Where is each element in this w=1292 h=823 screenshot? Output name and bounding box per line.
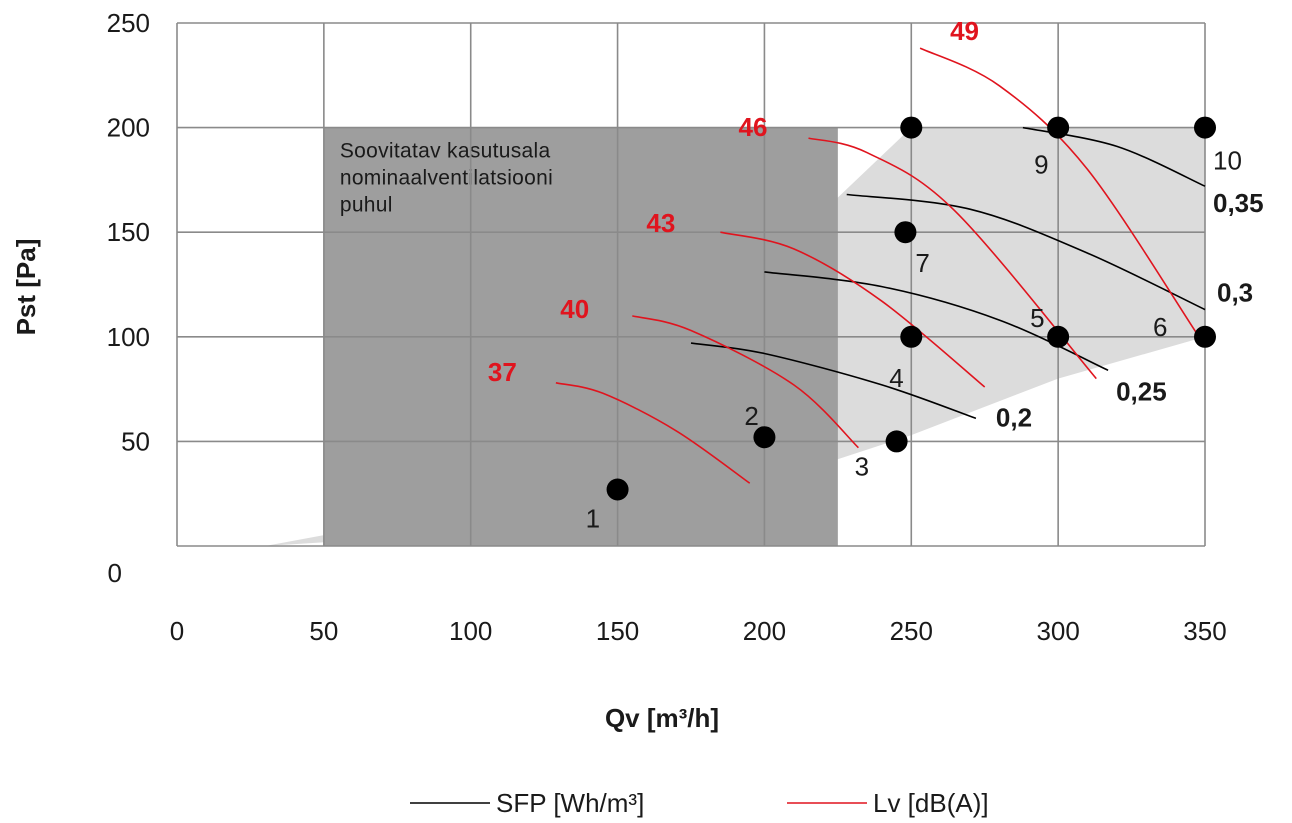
lv-curve [808,137,1097,380]
lv-label: 40 [560,294,589,324]
gridlines [176,22,1206,547]
data-points [606,116,1216,501]
legend-lv-label: Lv [dB(A)] [873,788,989,818]
y-tick-label: 250 [107,8,150,38]
sfp-label: 0,25 [1116,376,1167,406]
lv-curve [632,315,859,449]
labels: 0,2 0,25 0,3 0,35 37 40 43 46 49 1 2 3 4 5 6 7 9 10 [488,16,1264,533]
x-tick-label: 0 [170,616,184,646]
point-label: 10 [1213,146,1242,176]
lv-label: 46 [738,112,767,142]
data-point [753,426,776,449]
point-label: 5 [1030,303,1044,333]
sfp-label: 0,2 [996,402,1032,432]
point-label: 2 [744,401,758,431]
y-tick-label: 150 [107,217,150,247]
recommended-zone-label: nominaalventilatsiooni [340,167,553,190]
data-point [606,478,629,501]
y-tick-label: 100 [107,322,150,352]
recommended-zone-label: Soovitatav kasutusala [340,140,551,163]
data-point [1047,116,1070,139]
y-tick-label: 200 [107,113,150,143]
lv-curves [555,47,1197,484]
sfp-curve [1022,126,1206,187]
data-point [885,430,908,453]
data-point [1194,325,1216,348]
legend: SFP [Wh/m³] Lv [dB(A)] [410,788,989,818]
x-tick-label: 350 [1183,616,1226,646]
data-point [894,221,917,244]
x-tick-label: 100 [449,616,492,646]
point-label: 7 [915,248,929,278]
sfp-label: 0,3 [1217,278,1253,308]
y-axis-title: Pst [Pa] [11,239,41,336]
y-tick-label: 0 [108,558,122,588]
data-point [1194,116,1216,139]
x-tick-label: 200 [743,616,786,646]
axes: 0 50 100 150 200 250 300 350 0 50 100 150 200 250 [107,8,1227,646]
x-tick-label: 50 [309,616,338,646]
legend-sfp-label: SFP [Wh/m³] [496,788,644,818]
lv-curve [555,382,751,484]
point-label: 3 [855,451,869,481]
lv-label: 37 [488,357,517,387]
sfp-label: 0,35 [1213,188,1264,218]
data-point [1047,325,1070,348]
point-label: 9 [1034,150,1048,180]
lv-curve [720,231,986,388]
y-tick-label: 50 [121,426,150,456]
lv-label: 43 [646,208,675,238]
x-axis-title: Qv [m³/h] [605,703,719,733]
x-tick-label: 150 [596,616,639,646]
lv-label: 49 [950,16,979,46]
point-label: 6 [1153,312,1167,342]
x-tick-label: 300 [1036,616,1079,646]
point-label: 4 [889,363,903,393]
point-label: 1 [586,504,600,534]
sfp-curve [846,193,1206,311]
x-tick-label: 250 [890,616,933,646]
data-point [900,325,923,348]
recommended-zone-label: puhul [340,194,393,217]
data-point [900,116,923,139]
